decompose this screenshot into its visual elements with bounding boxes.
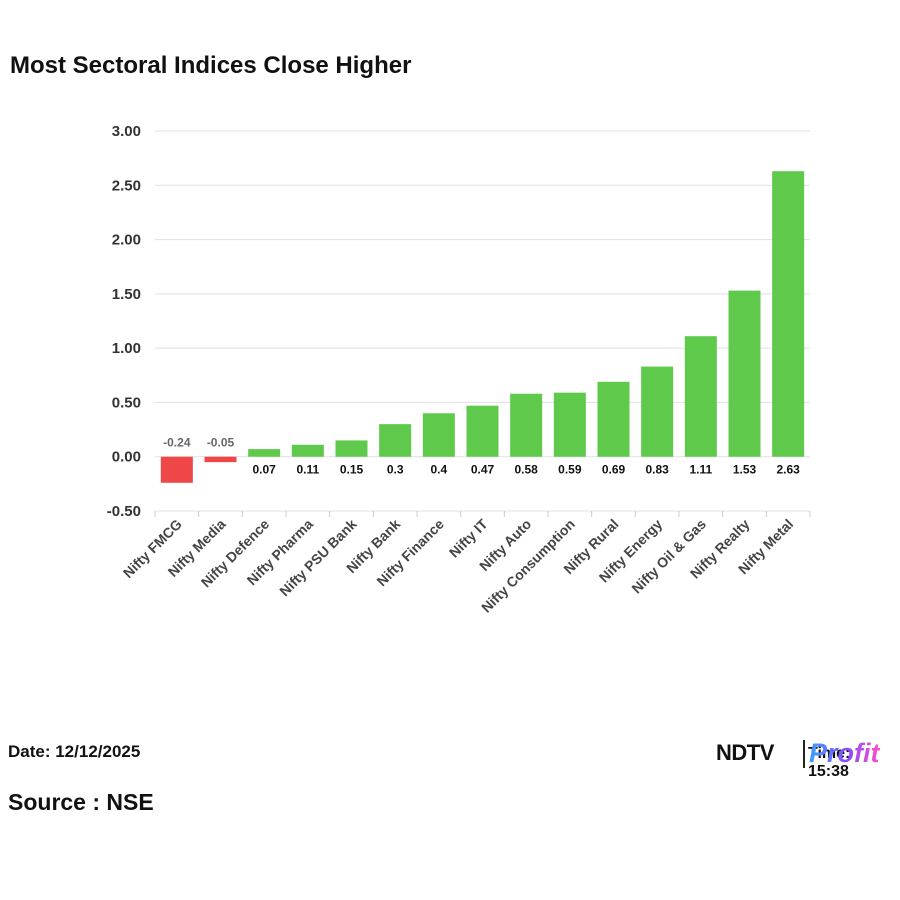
data-label: 1.53 (733, 463, 757, 477)
y-tick-label: 1.50 (112, 286, 141, 303)
y-tick-label: 1.00 (112, 340, 141, 357)
ndtv-wordmark: NDTV (716, 740, 774, 765)
chart-title: Most Sectoral Indices Close Higher (10, 52, 412, 79)
data-label: 0.59 (558, 463, 582, 477)
date-label: Date: 12/12/2025 (8, 742, 141, 761)
bar (204, 456, 237, 463)
data-label: 0.15 (340, 463, 364, 477)
bar (248, 449, 281, 457)
y-tick-label: 0.00 (112, 449, 141, 466)
bar (728, 290, 761, 457)
y-tick-label: 2.50 (112, 177, 141, 194)
bar (553, 392, 586, 457)
data-label: 0.07 (252, 463, 276, 477)
data-label: 0.83 (645, 463, 669, 477)
bar (160, 456, 193, 483)
data-label: -0.05 (207, 436, 235, 450)
bar (510, 393, 543, 457)
bar (335, 440, 368, 457)
data-label: -0.24 (163, 436, 191, 450)
bar (466, 405, 499, 457)
data-label: 0.69 (602, 463, 626, 477)
bar-chart: 3.00 2.50 2.00 1.50 1.00 0.50 0.00 -0.50 -0.24 Ni… (107, 123, 811, 616)
data-label: 0.11 (296, 463, 319, 477)
data-label: 0.47 (471, 463, 495, 477)
bar (597, 381, 630, 457)
bar (422, 413, 455, 457)
data-label: 0.4 (430, 463, 447, 477)
ndtv-profit-logo: NDTV Time: 15:38 Profit (716, 738, 892, 780)
bar (291, 444, 324, 457)
x-category-label: Nifty PSU Bank (276, 516, 360, 600)
data-label: 0.58 (514, 463, 538, 477)
bar (684, 336, 717, 457)
logo-divider (803, 740, 805, 768)
source-label: Source : NSE (8, 789, 154, 815)
profit-wordmark: Profit (809, 738, 880, 768)
y-tick-label: 0.50 (112, 394, 141, 411)
bar (379, 424, 412, 457)
y-tick-label: 2.00 (112, 232, 141, 249)
y-tick-label: 3.00 (112, 123, 141, 140)
time-label: Time: 15:38 (808, 745, 850, 780)
x-category-label: Nifty Oil & Gas (628, 516, 709, 597)
bar (772, 171, 805, 457)
data-label: 1.11 (689, 463, 712, 477)
data-label: 0.3 (387, 463, 404, 477)
data-label: 2.63 (776, 463, 800, 477)
y-tick-label: -0.50 (107, 503, 141, 520)
bar (641, 366, 674, 457)
